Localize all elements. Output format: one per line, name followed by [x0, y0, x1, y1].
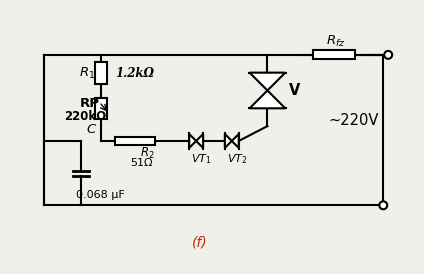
Circle shape: [379, 201, 387, 209]
Bar: [95, 98, 107, 119]
Text: 0.068 μF: 0.068 μF: [76, 190, 125, 200]
Polygon shape: [196, 134, 203, 148]
Bar: [313, 50, 354, 59]
Text: (f): (f): [192, 236, 208, 250]
Polygon shape: [250, 73, 285, 90]
Polygon shape: [232, 134, 239, 148]
Text: $R_1$: $R_1$: [79, 65, 95, 81]
Circle shape: [384, 51, 392, 59]
Polygon shape: [189, 134, 196, 148]
Text: $R_2$: $R_2$: [140, 146, 154, 161]
Text: 1.2kΩ: 1.2kΩ: [115, 67, 154, 80]
Text: 51Ω: 51Ω: [130, 158, 152, 168]
Text: RP: RP: [79, 97, 99, 110]
Text: $C$: $C$: [86, 123, 98, 136]
Text: $R_{fz}$: $R_{fz}$: [326, 33, 345, 48]
Text: V: V: [289, 83, 301, 98]
Bar: [114, 136, 155, 145]
Text: $VT_2$: $VT_2$: [227, 152, 247, 166]
Text: 220kΩ: 220kΩ: [64, 110, 107, 123]
Polygon shape: [250, 90, 285, 108]
Bar: [95, 62, 107, 84]
Polygon shape: [225, 134, 232, 148]
Text: ~220V: ~220V: [329, 113, 379, 128]
Text: $VT_1$: $VT_1$: [191, 152, 212, 166]
